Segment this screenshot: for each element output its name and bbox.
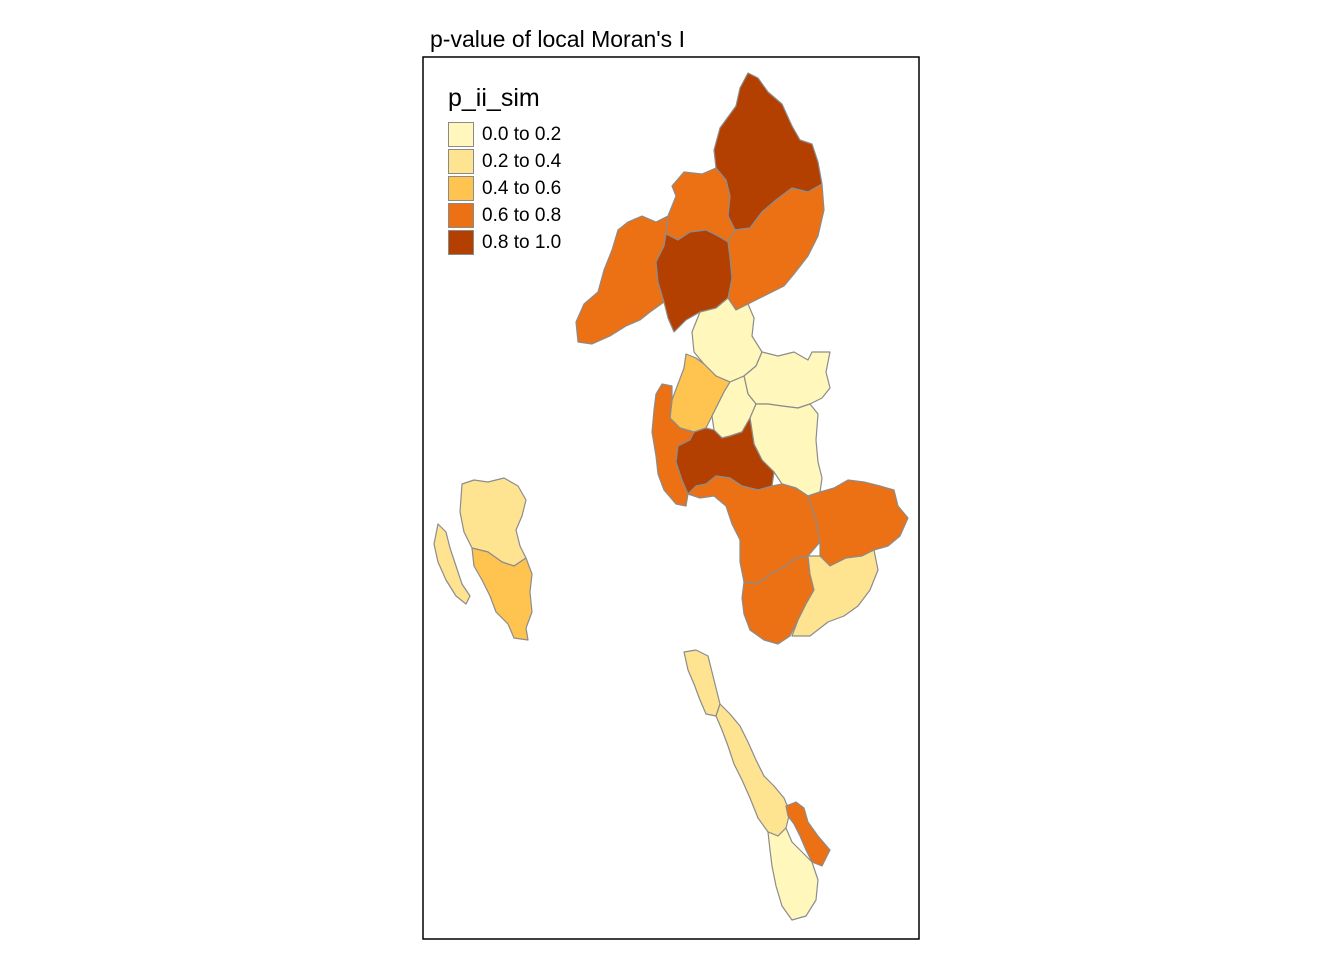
- legend-swatch: [448, 203, 474, 228]
- map-region: [807, 479, 909, 567]
- map-title: p-value of local Moran's I: [430, 26, 685, 52]
- legend-title: p_ii_sim: [448, 84, 540, 112]
- legend-swatch: [448, 230, 474, 255]
- legend-label: 0.6 to 0.8: [482, 204, 562, 226]
- map-region: [669, 353, 731, 433]
- map-legend: p_ii_sim 0.0 to 0.2 0.2 to 0.4 0.4 to 0.…: [448, 84, 561, 256]
- legend-swatch: [448, 122, 474, 147]
- map-region: [791, 549, 879, 637]
- map-region: [459, 477, 527, 567]
- legend-item: 0.0 to 0.2: [448, 121, 561, 148]
- legend-label: 0.0 to 0.2: [482, 123, 562, 145]
- map-region: [687, 475, 821, 585]
- legend-item: 0.4 to 0.6: [448, 175, 561, 202]
- map-region: [727, 183, 825, 311]
- legend-label: 0.2 to 0.4: [482, 150, 562, 172]
- map-region: [785, 801, 831, 867]
- map-region: [715, 703, 791, 837]
- legend-label: 0.8 to 1.0: [482, 231, 562, 253]
- map-region: [433, 523, 471, 605]
- legend-swatch: [448, 149, 474, 174]
- legend-item: 0.2 to 0.4: [448, 148, 561, 175]
- legend-item: 0.6 to 0.8: [448, 202, 561, 229]
- map-region: [767, 827, 819, 921]
- legend-label: 0.4 to 0.6: [482, 177, 562, 199]
- legend-items: 0.0 to 0.2 0.2 to 0.4 0.4 to 0.6 0.6 to …: [448, 121, 561, 256]
- legend-swatch: [448, 176, 474, 201]
- map-region: [471, 547, 533, 641]
- legend-item: 0.8 to 1.0: [448, 229, 561, 256]
